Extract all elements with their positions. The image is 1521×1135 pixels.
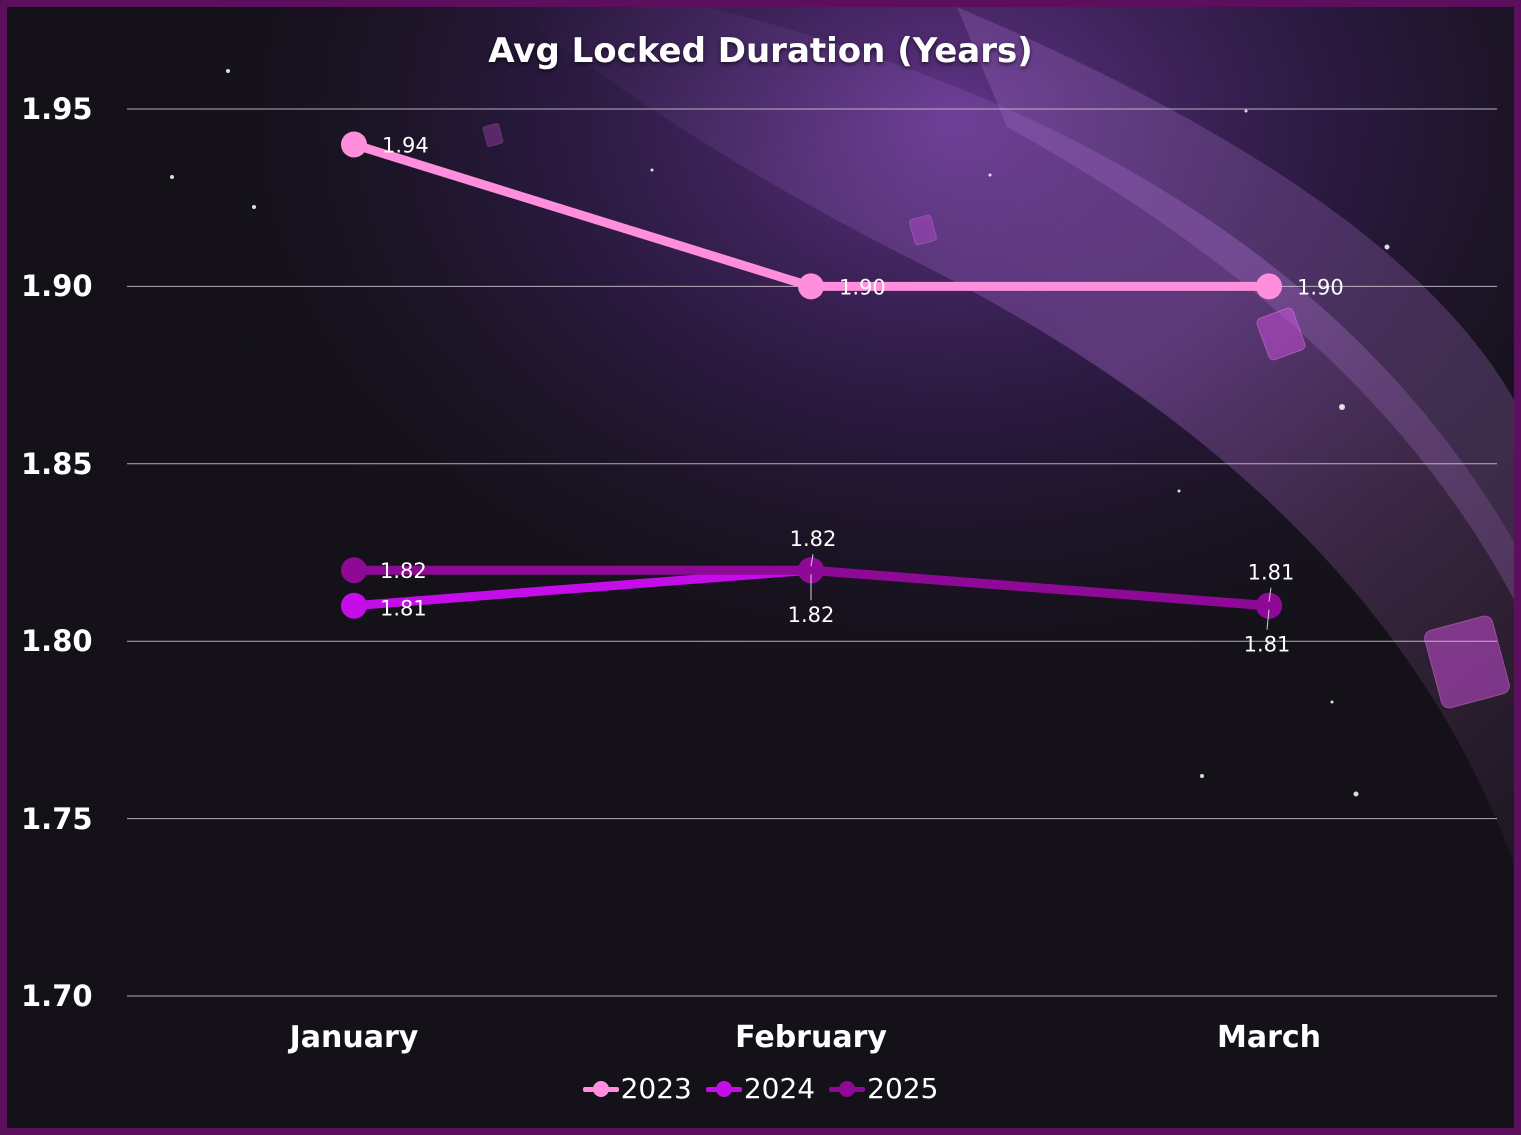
data-label-2024: 1.81 [1244, 633, 1291, 657]
floating-cube-decorations [482, 123, 1510, 709]
legend-swatch [582, 1080, 619, 1098]
legend-label: 2024 [743, 1072, 816, 1105]
data-label-2024: 1.82 [788, 603, 835, 627]
y-tick-label: 1.85 [21, 446, 93, 481]
x-tick-label: January [289, 1020, 419, 1055]
y-tick-label: 1.70 [21, 979, 93, 1013]
y-tick-label: 1.75 [21, 801, 93, 836]
legend-item-2025: 2025 [829, 1072, 938, 1105]
series-line-2023 [349, 139, 1274, 291]
legend-swatch [705, 1080, 742, 1098]
chart-title: Avg Locked Duration (Years) [488, 31, 1033, 71]
data-point-2023 [1256, 273, 1282, 300]
data-label-2024: 1.81 [380, 597, 427, 621]
y-tick-label: 1.95 [21, 92, 93, 126]
data-label-2025: 1.82 [380, 559, 427, 583]
data-label-2023: 1.94 [382, 133, 429, 157]
legend-label: 2023 [620, 1072, 692, 1105]
data-label-leader [1266, 609, 1270, 630]
y-tick-label: 1.80 [21, 624, 93, 659]
data-label-2025: 1.81 [1248, 561, 1295, 585]
data-point-2025 [1256, 592, 1282, 619]
line-chart-plot: 1.94 1.90 1.90 1.81 1.82 1.81 1.82 1.82 1.81 [127, 108, 1497, 997]
legend-item-2024: 2024 [705, 1072, 816, 1105]
data-point-2025 [798, 557, 824, 584]
data-label-2023: 1.90 [1297, 275, 1344, 299]
y-tick-label: 1.90 [21, 269, 93, 304]
data-point-2023 [341, 131, 367, 158]
legend-label: 2025 [867, 1072, 939, 1105]
data-point-2025 [341, 557, 367, 584]
x-tick-label: February [735, 1020, 887, 1055]
x-tick-label: March [1216, 1020, 1322, 1055]
data-label-2023: 1.90 [839, 275, 886, 299]
legend-swatch [829, 1080, 866, 1098]
data-point-2024 [341, 592, 367, 619]
chart-legend: 2023 2024 2025 [7, 1072, 1514, 1105]
data-label-leader [810, 554, 814, 567]
data-label-2025: 1.82 [790, 527, 837, 551]
data-point-2023 [798, 273, 824, 300]
data-label-leader [1268, 587, 1272, 602]
legend-item-2023: 2023 [582, 1072, 692, 1105]
